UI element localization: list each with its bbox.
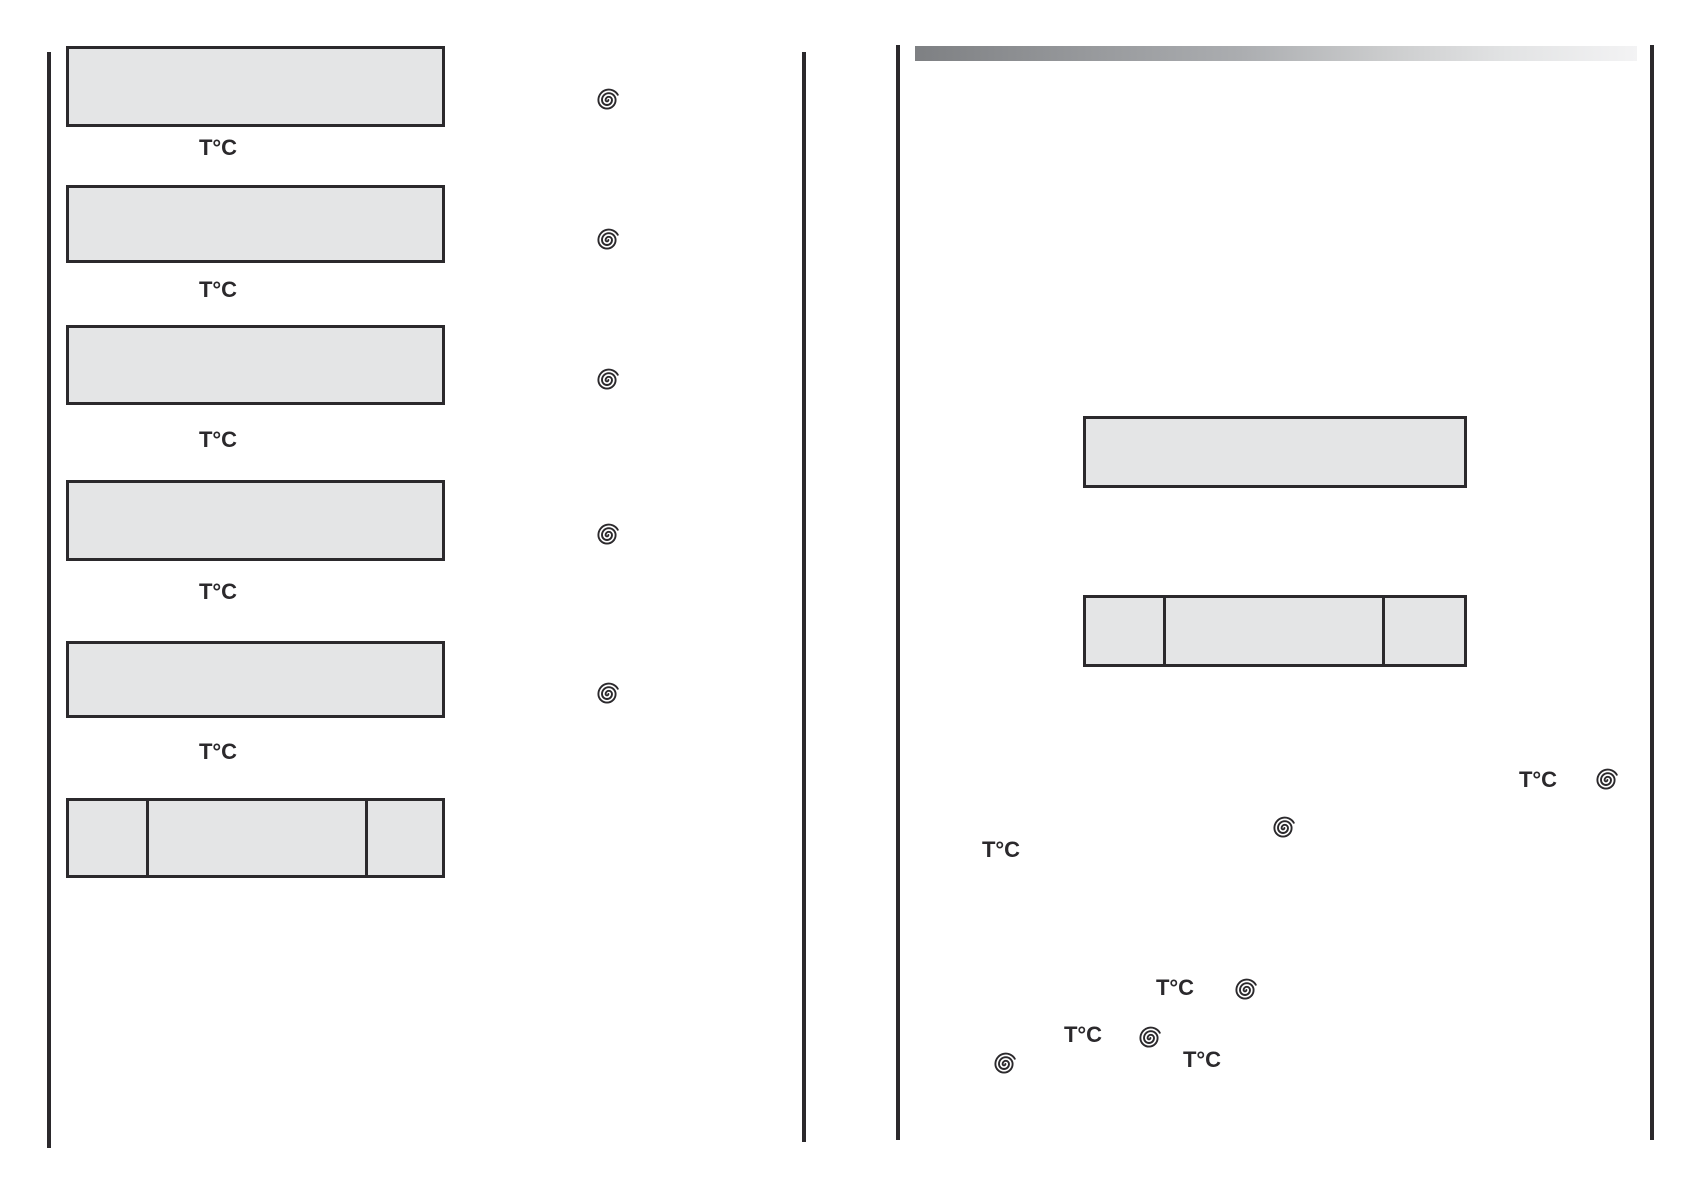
panel-cell [1086,598,1163,664]
panel-box-3 [66,325,445,405]
segmented-panel-box-right [1083,595,1467,667]
spiral-icon [1271,816,1295,840]
panel-cell [69,801,146,875]
spiral-icon [595,88,619,112]
temperature-label: T°C [1518,767,1558,792]
panel-cell [1163,598,1382,664]
temperature-label: T°C [981,837,1021,862]
gradient-header-bar [915,46,1637,61]
segmented-panel-box-left [66,798,445,878]
spiral-icon [595,228,619,252]
spiral-icon [1137,1026,1161,1050]
panel-box-right [1083,416,1467,488]
temperature-label: T°C [198,135,238,160]
panel-box-4 [66,480,445,561]
spiral-icon [595,523,619,547]
temperature-label: T°C [198,277,238,302]
panel-cell [146,801,365,875]
temperature-label: T°C [198,427,238,452]
spiral-icon [1233,978,1257,1002]
spiral-icon [1594,768,1618,792]
panel-cell [365,801,442,875]
temperature-label: T°C [198,739,238,764]
right-page-left-border-rule [896,45,900,1140]
panel-box-2 [66,185,445,263]
temperature-label: T°C [1155,975,1195,1000]
panel-box-5 [66,641,445,718]
spiral-icon [992,1052,1016,1076]
panel-cell [1382,598,1464,664]
temperature-label: T°C [1182,1047,1222,1072]
right-page-right-border-rule [1650,45,1654,1140]
spiral-icon [595,682,619,706]
left-page-border-rule [47,52,51,1148]
center-divider-rule [802,52,806,1142]
panel-box-1 [66,46,445,127]
spiral-icon [595,368,619,392]
temperature-label: T°C [198,579,238,604]
temperature-label: T°C [1063,1022,1103,1047]
